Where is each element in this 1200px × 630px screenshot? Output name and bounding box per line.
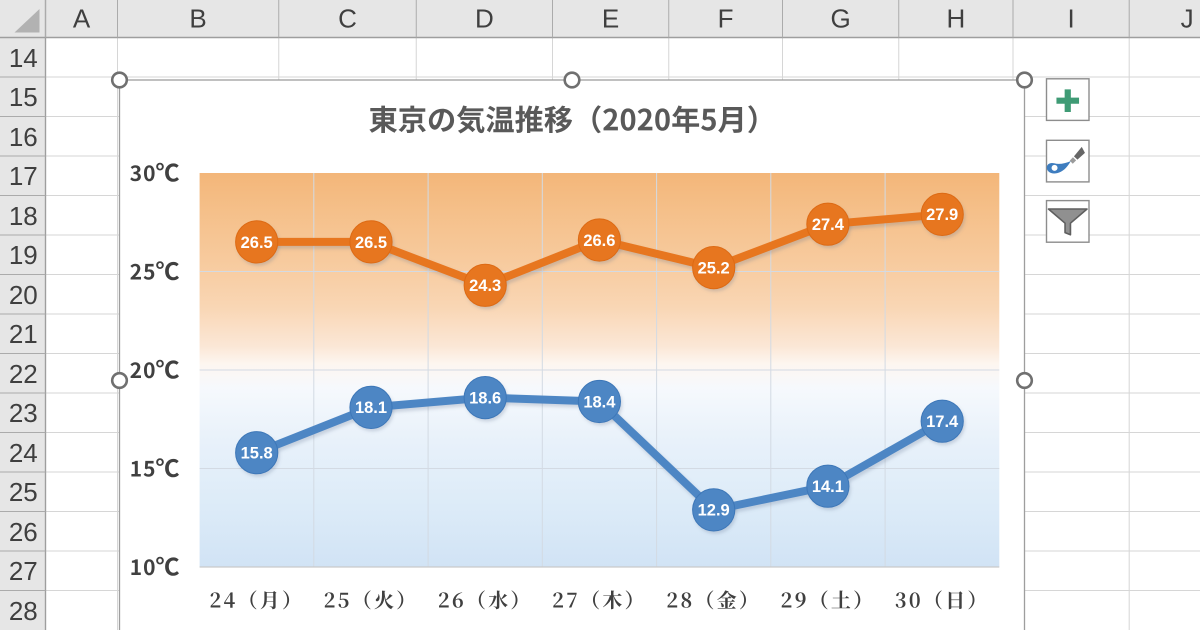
svg-text:D: D (475, 3, 494, 33)
svg-text:14: 14 (9, 43, 38, 73)
svg-text:27.4: 27.4 (812, 216, 845, 234)
svg-text:I: I (1067, 3, 1074, 33)
svg-text:E: E (602, 3, 619, 33)
svg-text:F: F (718, 3, 734, 33)
svg-text:A: A (73, 3, 91, 33)
svg-text:22: 22 (9, 359, 38, 389)
svg-text:H: H (947, 3, 966, 33)
svg-text:26.6: 26.6 (583, 232, 615, 250)
svg-text:27: 27 (9, 556, 38, 586)
svg-text:26: 26 (9, 517, 38, 547)
svg-text:20: 20 (9, 280, 38, 310)
svg-text:24: 24 (9, 438, 38, 468)
svg-text:B: B (189, 3, 206, 33)
svg-text:28: 28 (9, 596, 38, 626)
svg-text:18.6: 18.6 (469, 389, 501, 407)
svg-text:21: 21 (9, 319, 38, 349)
svg-text:23: 23 (9, 398, 38, 428)
svg-text:17: 17 (9, 161, 38, 191)
svg-text:19: 19 (9, 240, 38, 270)
svg-text:G: G (830, 3, 850, 33)
svg-text:25: 25 (9, 477, 38, 507)
svg-text:26.5: 26.5 (355, 234, 387, 252)
svg-text:15.8: 15.8 (241, 445, 273, 463)
svg-text:12.9: 12.9 (698, 502, 730, 520)
svg-text:18.4: 18.4 (583, 393, 616, 411)
svg-text:14.1: 14.1 (812, 478, 844, 496)
svg-text:25.2: 25.2 (698, 259, 730, 277)
svg-text:16: 16 (9, 122, 38, 152)
svg-text:24.3: 24.3 (469, 277, 501, 295)
svg-text:27.9: 27.9 (926, 206, 958, 224)
svg-text:26.5: 26.5 (241, 234, 273, 252)
svg-text:17.4: 17.4 (926, 413, 959, 431)
svg-text:J: J (1181, 3, 1194, 33)
svg-text:15: 15 (9, 82, 38, 112)
svg-text:18: 18 (9, 201, 38, 231)
svg-text:C: C (338, 3, 357, 33)
svg-text:18.1: 18.1 (355, 399, 387, 417)
